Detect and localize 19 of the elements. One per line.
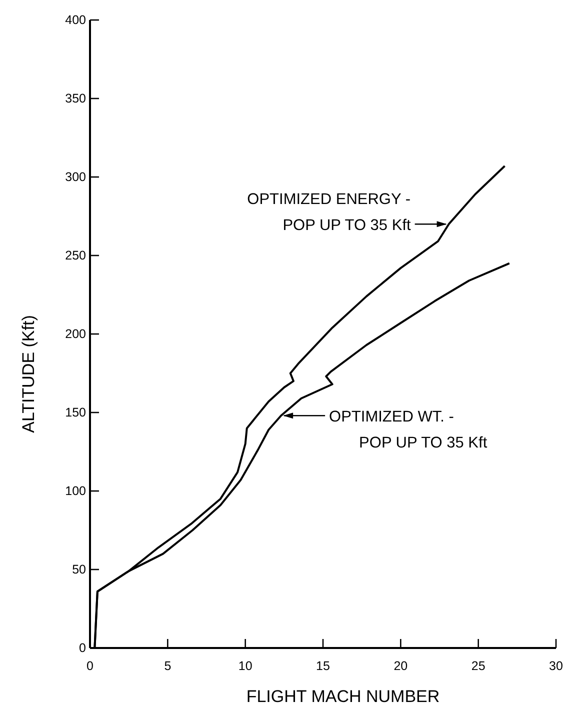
x-tick-label: 5 bbox=[164, 659, 172, 673]
x-tick-label: 15 bbox=[316, 659, 330, 673]
y-axis-title: ALTITUDE (Kft) bbox=[19, 315, 38, 433]
y-tick-label: 150 bbox=[65, 406, 86, 420]
y-tick-label: 400 bbox=[65, 13, 86, 27]
y-tick-label: 350 bbox=[65, 92, 86, 106]
x-tick-label: 30 bbox=[549, 659, 563, 673]
x-tick-label: 20 bbox=[394, 659, 408, 673]
x-axis-title: FLIGHT MACH NUMBER bbox=[246, 687, 440, 706]
y-tick-label: 0 bbox=[79, 641, 86, 655]
y-tick-label: 100 bbox=[65, 484, 86, 498]
x-tick-label: 10 bbox=[238, 659, 252, 673]
y-tick-label: 50 bbox=[72, 562, 86, 576]
y-tick-label: 200 bbox=[65, 327, 86, 341]
y-tick-label: 250 bbox=[65, 248, 86, 262]
legend-label: OPTIMIZED WT. - POP UP TO 35 Kft bbox=[329, 408, 488, 452]
y-tick-label: 300 bbox=[65, 170, 86, 184]
x-tick-label: 25 bbox=[471, 659, 486, 673]
series-label: OPTIMIZED ENERGY - POP UP TO 35 Kft bbox=[247, 191, 415, 234]
